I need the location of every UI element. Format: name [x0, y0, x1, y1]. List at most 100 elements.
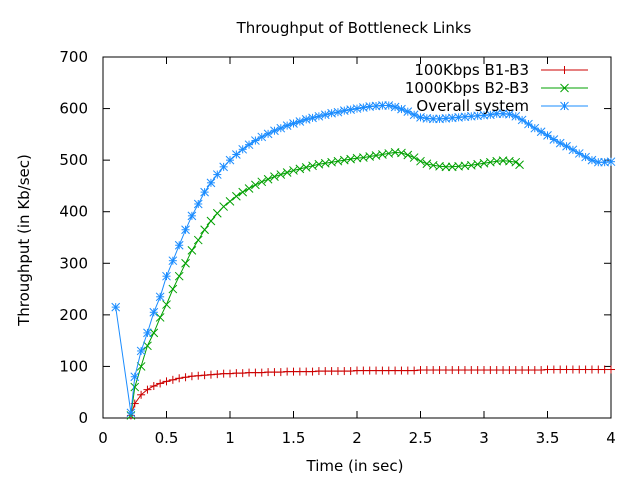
- data-point: [187, 211, 197, 221]
- data-point: [193, 235, 203, 245]
- x-axis: 0 0.5 1 1.5 2 2.5 3 3.5 4: [98, 57, 616, 447]
- data-point: [238, 369, 247, 378]
- data-point: [276, 170, 286, 179]
- data-point-stroke: [238, 187, 248, 197]
- data-point: [187, 372, 196, 381]
- data-point-stroke: [479, 158, 489, 168]
- data-point: [257, 368, 266, 377]
- legend-marker-stroke: [560, 83, 569, 93]
- data-point-stroke: [168, 284, 178, 294]
- x-tick-label: 0.5: [155, 429, 179, 447]
- data-point: [168, 256, 178, 266]
- data-point-stroke: [187, 246, 197, 255]
- data-point-stroke: [479, 110, 489, 120]
- data-point-stroke: [352, 104, 362, 113]
- series-1: [126, 365, 615, 420]
- data-point: [441, 114, 451, 123]
- data-point-stroke: [314, 111, 324, 121]
- data-point-stroke: [441, 162, 451, 172]
- legend-swatch-marker: [560, 83, 569, 93]
- data-point: [301, 163, 311, 172]
- data-point-stroke: [308, 161, 317, 171]
- data-point-stroke: [270, 172, 279, 181]
- data-point-stroke: [600, 157, 610, 167]
- data-point: [206, 370, 215, 379]
- data-point-stroke: [168, 256, 178, 266]
- data-point: [320, 110, 330, 120]
- data-point-stroke: [517, 115, 527, 125]
- data-point-stroke: [543, 131, 552, 140]
- data-point-stroke: [155, 292, 165, 302]
- y-tick-label: 200: [59, 306, 88, 324]
- data-point: [397, 104, 406, 114]
- data-point: [238, 187, 248, 197]
- data-point-stroke: [136, 346, 146, 356]
- data-point-stroke: [555, 138, 565, 148]
- data-point: [416, 156, 425, 166]
- data-point-stroke: [301, 115, 311, 124]
- data-point: [149, 328, 159, 338]
- data-point-stroke: [251, 180, 260, 190]
- data-point: [587, 155, 597, 165]
- x-tick-label: 4: [606, 429, 616, 447]
- data-point: [231, 150, 241, 159]
- data-point-stroke: [466, 160, 476, 170]
- data-point-stroke: [193, 199, 203, 209]
- x-axis-title: Time (in sec): [306, 457, 404, 475]
- data-point-stroke: [219, 202, 229, 211]
- y-tick-label: 600: [59, 100, 88, 118]
- data-point-stroke: [403, 150, 413, 160]
- data-point-stroke: [130, 382, 140, 392]
- data-point: [308, 161, 317, 171]
- data-point-stroke: [282, 168, 292, 177]
- data-point: [295, 164, 305, 174]
- data-point-stroke: [263, 174, 273, 184]
- series-line: [130, 369, 611, 416]
- data-point: [175, 374, 184, 383]
- data-point: [219, 162, 229, 172]
- data-point-stroke: [397, 148, 406, 158]
- y-axis: 0 100 200 300 400 500 600 700: [59, 48, 611, 427]
- data-point-stroke: [333, 156, 343, 166]
- data-point-stroke: [454, 112, 463, 122]
- data-point: [295, 117, 305, 126]
- legend-label: 1000Kbps B2-B3: [405, 79, 529, 97]
- data-point: [257, 177, 267, 187]
- data-point-stroke: [136, 362, 146, 371]
- data-point: [149, 307, 159, 317]
- data-point: [410, 366, 419, 375]
- data-point-stroke: [549, 135, 559, 144]
- data-point-stroke: [574, 149, 584, 158]
- data-point: [200, 225, 209, 235]
- data-point-stroke: [511, 111, 521, 121]
- data-point: [606, 157, 616, 167]
- data-point-stroke: [473, 159, 483, 169]
- data-point-stroke: [162, 271, 171, 281]
- data-point: [403, 150, 413, 160]
- data-point-stroke: [320, 110, 330, 120]
- data-point: [409, 153, 419, 162]
- data-point: [352, 104, 362, 113]
- data-point: [505, 109, 514, 119]
- data-point-stroke: [327, 108, 336, 118]
- data-point: [187, 246, 197, 255]
- data-point-stroke: [352, 153, 362, 163]
- data-point-stroke: [282, 121, 292, 130]
- data-point: [511, 157, 521, 167]
- x-tick-label: 1.5: [282, 429, 306, 447]
- data-point: [126, 408, 136, 418]
- y-tick-label: 500: [59, 151, 88, 169]
- x-tick-label: 3: [479, 429, 489, 447]
- data-point-stroke: [339, 106, 349, 115]
- data-point: [200, 371, 209, 380]
- data-point: [422, 159, 432, 169]
- data-point-stroke: [378, 150, 387, 159]
- data-point-stroke: [454, 161, 463, 171]
- data-point: [149, 382, 158, 391]
- data-point-stroke: [257, 177, 267, 187]
- data-point: [162, 377, 171, 386]
- data-point: [333, 107, 343, 117]
- data-point-stroke: [295, 164, 305, 174]
- legend-label: Overall system: [416, 97, 529, 115]
- data-point-stroke: [225, 197, 235, 206]
